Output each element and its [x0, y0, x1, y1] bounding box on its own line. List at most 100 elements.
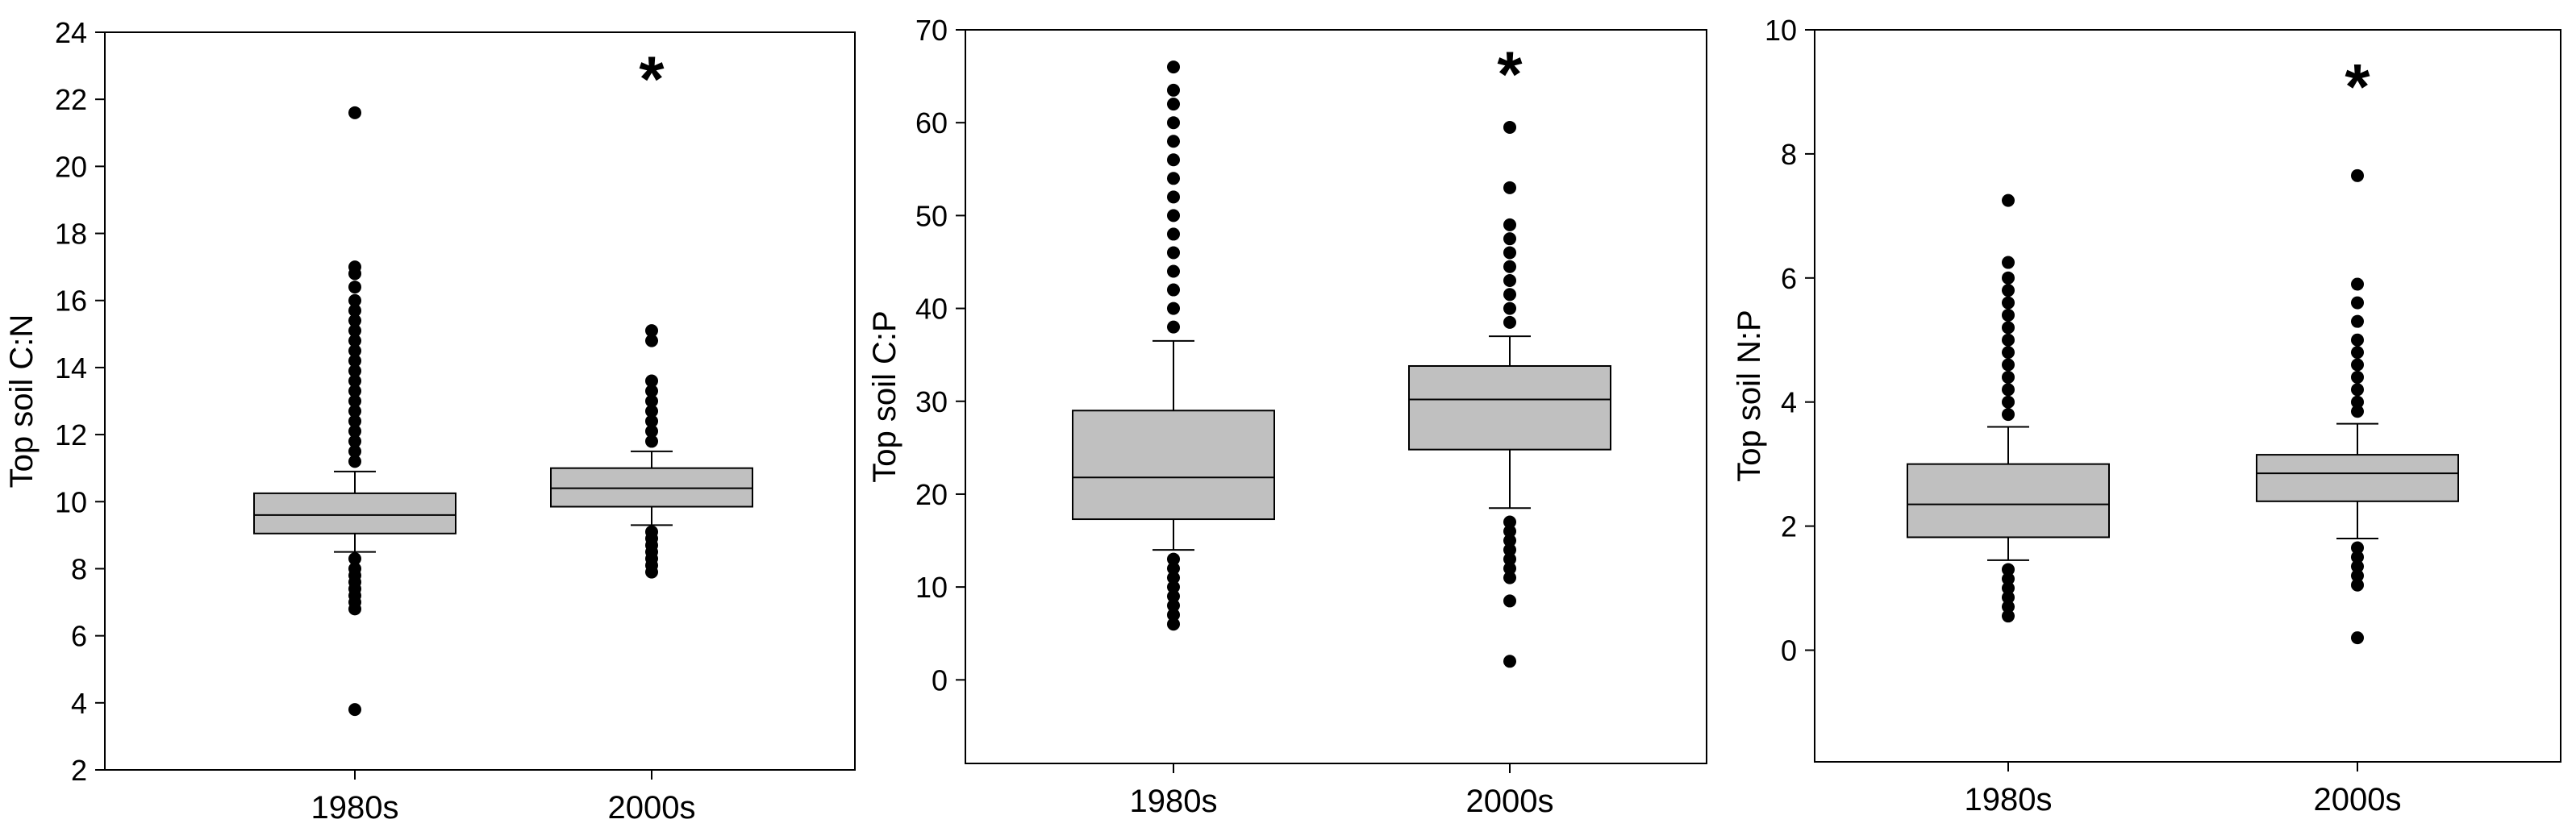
- x-category-label: 1980s: [1130, 784, 1218, 819]
- outlier-point: [1167, 246, 1180, 260]
- outlier-point: [2002, 370, 2015, 384]
- outlier-point: [348, 394, 361, 408]
- y-tick-label: 4: [71, 687, 87, 720]
- y-tick-label: 10: [55, 485, 87, 518]
- outlier-point: [1503, 218, 1516, 231]
- outlier-point: [1167, 153, 1180, 167]
- box-iqr: [1072, 410, 1275, 521]
- significance-asterisk: *: [1497, 39, 1523, 110]
- outlier-point: [645, 414, 658, 428]
- outlier-point: [1167, 618, 1180, 631]
- outlier-point: [1167, 302, 1180, 315]
- outlier-point: [2351, 551, 2364, 564]
- box-2000s: [1408, 120, 1611, 668]
- outlier-point: [1503, 543, 1516, 557]
- chart-panel-3: 0 2 4 6 8 10 Top soil N:P 1980s 2000s *: [1732, 14, 2561, 817]
- box-1980s: [1072, 60, 1275, 631]
- outlier-point: [645, 404, 658, 418]
- outlier-point: [1503, 594, 1516, 608]
- outlier-point: [2351, 314, 2364, 328]
- outlier-point: [348, 334, 361, 347]
- outlier-point: [348, 435, 361, 448]
- y-tick-label: 10: [1765, 14, 1797, 47]
- outlier-point: [2351, 168, 2364, 182]
- outlier-point: [2002, 358, 2015, 372]
- outlier-point: [2002, 563, 2015, 576]
- y-tick-label: 40: [915, 293, 948, 326]
- outlier-point: [348, 424, 361, 438]
- outlier-point: [1503, 571, 1516, 584]
- outlier-point: [1167, 209, 1180, 223]
- y-tick-label: 2: [1781, 510, 1797, 543]
- outlier-point: [645, 394, 658, 408]
- outlier-point: [1167, 227, 1180, 241]
- outlier-point: [2002, 271, 2015, 285]
- outlier-point: [348, 414, 361, 428]
- x-category-label: 1980s: [311, 790, 399, 826]
- box-iqr: [253, 492, 456, 534]
- outlier-point: [348, 703, 361, 717]
- outlier-point: [645, 324, 658, 338]
- outlier-point: [1503, 288, 1516, 302]
- box-2000s: [2256, 168, 2459, 645]
- outlier-point: [2002, 296, 2015, 310]
- y-axis-title: Top soil C:P: [867, 310, 902, 482]
- x-category-label: 2000s: [1466, 784, 1554, 819]
- outlier-point: [348, 314, 361, 327]
- y-axis-title: Top soil C:N: [4, 314, 40, 489]
- outlier-point: [2351, 541, 2364, 555]
- y-axis-title: Top soil N:P: [1732, 310, 1767, 481]
- outlier-point: [1167, 599, 1180, 613]
- outlier-point: [2002, 193, 2015, 207]
- outlier-point: [1503, 246, 1516, 260]
- outlier-point: [1167, 116, 1180, 130]
- outlier-point: [348, 602, 361, 616]
- outlier-point: [1503, 232, 1516, 246]
- outlier-point: [2351, 358, 2364, 372]
- y-tick-label: 12: [55, 418, 87, 451]
- outlier-point: [2002, 609, 2015, 623]
- outlier-point: [2351, 346, 2364, 360]
- outlier-point: [348, 404, 361, 418]
- outlier-point: [348, 374, 361, 388]
- outlier-point: [1167, 320, 1180, 334]
- x-category-label: 2000s: [2314, 782, 2402, 817]
- outlier-point: [1167, 190, 1180, 204]
- outlier-point: [2351, 383, 2364, 397]
- chart-panel-2: 0 10 20 30 40 50 60 70 Top soil C:P 1980s 2000s *: [867, 14, 1707, 819]
- outlier-point: [645, 385, 658, 398]
- outlier-point: [1503, 315, 1516, 329]
- outlier-point: [1503, 534, 1516, 547]
- outlier-point: [1167, 283, 1180, 297]
- y-tick-label: 8: [71, 552, 87, 585]
- outlier-point: [1167, 552, 1180, 566]
- y-tick-label: 24: [55, 16, 87, 49]
- outlier-point: [2002, 308, 2015, 322]
- plot-frame: [1814, 29, 2561, 763]
- box-2000s: [550, 324, 753, 579]
- y-tick-label: 70: [915, 14, 948, 47]
- outlier-point: [1167, 172, 1180, 185]
- outlier-point: [2002, 383, 2015, 397]
- y-tick-label: 4: [1781, 386, 1797, 419]
- outlier-point: [1503, 515, 1516, 529]
- outlier-point: [1167, 60, 1180, 74]
- y-tick-label: 6: [1781, 262, 1797, 295]
- outlier-point: [2351, 277, 2364, 291]
- y-tick-label: 2: [71, 754, 87, 787]
- outlier-point: [1167, 562, 1180, 576]
- outlier-point: [1167, 264, 1180, 278]
- y-tick-label: 18: [55, 218, 87, 251]
- outlier-point: [1167, 571, 1180, 584]
- outlier-point: [1167, 135, 1180, 148]
- significance-asterisk: *: [639, 43, 665, 114]
- outlier-point: [2002, 581, 2015, 595]
- outlier-point: [645, 435, 658, 448]
- outlier-point: [1503, 525, 1516, 539]
- outlier-point: [348, 364, 361, 378]
- outlier-point: [2351, 405, 2364, 418]
- y-tick-label: 20: [915, 478, 948, 511]
- plot-frame: [965, 29, 1707, 764]
